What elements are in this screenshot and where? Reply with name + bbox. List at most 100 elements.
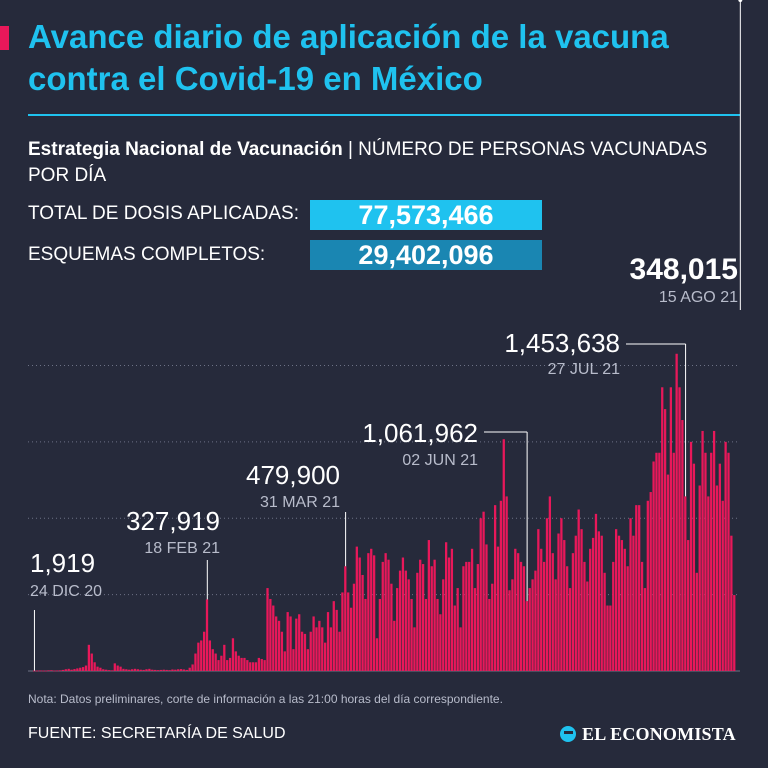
bar [511, 579, 514, 671]
bar [341, 592, 344, 671]
bar [554, 579, 557, 671]
bar [165, 669, 168, 671]
annotation-date: 24 DIC 20 [30, 583, 102, 600]
bar [545, 518, 549, 671]
bar [698, 485, 701, 671]
bar [326, 612, 330, 671]
bar [652, 461, 655, 671]
bar [257, 657, 261, 671]
bar [439, 614, 442, 671]
bar [718, 463, 721, 671]
bar [612, 561, 615, 671]
bar [577, 509, 580, 671]
bar [182, 669, 186, 671]
bar [249, 662, 252, 671]
bar [142, 669, 145, 671]
bar [508, 590, 511, 671]
subtitle: Estrategia Nacional de Vacunación | NÚME… [28, 137, 748, 189]
bar [329, 627, 333, 671]
bar [462, 566, 465, 671]
bar [128, 669, 131, 671]
bar [678, 387, 681, 671]
bar [424, 598, 428, 671]
bar [531, 579, 534, 671]
bar [658, 452, 661, 671]
bar [96, 666, 99, 671]
bar [413, 627, 416, 671]
bar [185, 669, 188, 671]
bar [586, 581, 589, 671]
bar [283, 651, 286, 671]
bar [537, 529, 540, 671]
annotation-date: 31 MAR 21 [260, 494, 340, 511]
bar [675, 353, 678, 671]
annotation-dot [738, 0, 743, 2]
title-divider [28, 114, 740, 116]
bar [228, 657, 232, 671]
page-title: Avance diario de aplicación de la vacuna… [28, 18, 669, 97]
bar [47, 670, 50, 672]
bar [661, 387, 664, 671]
bar [324, 642, 327, 671]
bar [591, 537, 595, 671]
bar [355, 546, 358, 671]
bar [632, 535, 635, 671]
bar [303, 633, 307, 671]
bar [263, 660, 266, 671]
bar [681, 420, 684, 671]
bar [468, 561, 471, 671]
bar [540, 548, 543, 671]
bar [87, 644, 91, 671]
bar [231, 638, 235, 671]
bar [211, 649, 214, 671]
bar [223, 644, 226, 671]
bar [445, 542, 448, 671]
bar [168, 670, 171, 671]
bar [548, 496, 552, 671]
bar [309, 631, 312, 671]
bar [672, 452, 675, 671]
bar [692, 463, 696, 671]
bar [70, 669, 73, 671]
bar [430, 566, 433, 671]
bar [84, 665, 88, 671]
bar [589, 548, 592, 671]
bar [93, 662, 96, 671]
bar [162, 669, 165, 671]
bar [266, 588, 269, 671]
bar [133, 668, 137, 671]
bar [275, 616, 278, 671]
bar [151, 669, 154, 671]
bar [620, 540, 624, 671]
bar [568, 588, 572, 671]
accent-bar [0, 26, 9, 50]
bar [372, 555, 376, 671]
bar [603, 572, 606, 671]
bar [119, 666, 122, 671]
bar [286, 612, 289, 671]
bar [171, 669, 174, 671]
bar [566, 566, 569, 671]
bar [436, 598, 439, 671]
bar [33, 670, 36, 672]
bar [396, 588, 399, 671]
bar [571, 553, 575, 671]
bar [534, 570, 537, 671]
bar [649, 492, 652, 671]
bar [280, 631, 284, 671]
bar [606, 605, 609, 671]
bar [122, 668, 125, 671]
subtitle-bold: Estrategia Nacional de Vacunación [28, 139, 343, 160]
bar [522, 566, 526, 671]
bar [370, 548, 373, 671]
bar [721, 500, 724, 671]
bar [447, 557, 451, 671]
bar [139, 669, 142, 671]
bar [496, 546, 500, 671]
bar [655, 452, 658, 671]
bar [646, 500, 649, 671]
bar [488, 598, 491, 671]
bar [491, 583, 494, 671]
bar [298, 614, 301, 671]
